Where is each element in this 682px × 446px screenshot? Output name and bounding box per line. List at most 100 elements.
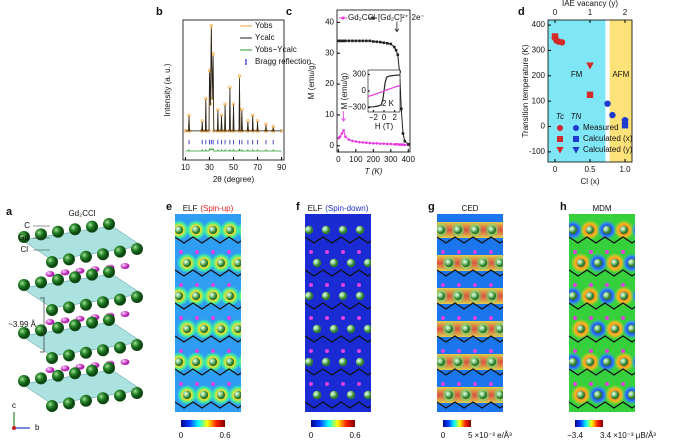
gd-atom <box>619 357 629 367</box>
gd-atom <box>346 390 356 400</box>
cl-atom <box>211 283 215 287</box>
legend-marker <box>573 136 579 142</box>
legend-label: Yobs−Ycalc <box>255 45 297 54</box>
cl-atom <box>211 349 215 353</box>
mt-point <box>403 143 407 147</box>
y-tick-label: -100 <box>529 147 546 156</box>
gd-atom <box>199 258 209 268</box>
gd-atom <box>18 279 30 291</box>
cl-atom <box>243 349 247 353</box>
gd-atom <box>52 369 64 382</box>
gd-atom <box>602 357 612 367</box>
legend-header: Tc <box>556 112 564 121</box>
cl-atom <box>341 250 345 254</box>
panel-label: e <box>166 201 172 213</box>
gd-atom <box>487 291 497 301</box>
gd-atom <box>182 258 192 268</box>
colorbar-max: 0.6 <box>349 431 361 440</box>
gd-atom <box>182 390 192 400</box>
cl-atom <box>489 283 493 287</box>
gd-atom <box>619 291 629 301</box>
cl-atom <box>211 316 215 320</box>
arrow <box>341 111 346 122</box>
gd-atom <box>437 225 446 235</box>
gd-atom <box>63 253 75 266</box>
legend-label: Gd₂CCl <box>348 13 375 22</box>
mt-point <box>347 138 351 141</box>
y-tick-label: −300 <box>348 103 367 112</box>
cl-atom <box>341 283 345 287</box>
legend-marker <box>341 16 345 20</box>
cl-atom <box>637 316 641 320</box>
cl-atom <box>573 382 577 386</box>
cl-atom <box>573 250 577 254</box>
gd-atom <box>69 223 81 236</box>
colorbar-unit: ×10⁻³ e/Å³ <box>474 431 512 440</box>
cl-atom <box>489 316 493 320</box>
cl-atom <box>605 250 609 254</box>
carbon-chain <box>175 302 241 310</box>
y-tick-label: 0 <box>330 141 335 150</box>
gd-atom <box>505 358 513 366</box>
colorbar-max: 3.4 <box>600 431 612 440</box>
gd-atom <box>610 324 620 334</box>
gd-atom <box>225 357 235 367</box>
density-halo <box>237 288 241 304</box>
gd-atom <box>593 324 603 334</box>
gd-atom <box>470 291 480 301</box>
carbon-chain <box>305 236 371 244</box>
legend-marker <box>556 147 564 154</box>
spacing-label: ~3.99 Å <box>8 320 36 329</box>
colorbar-label: 0 <box>441 431 446 440</box>
gd-atom <box>80 346 92 359</box>
cl-atom <box>211 250 215 254</box>
region-label: FM <box>571 70 583 79</box>
cl-atom <box>457 382 461 386</box>
carbon-chain <box>569 269 635 277</box>
cl-atom <box>227 382 231 386</box>
tt-point <box>609 111 616 119</box>
carbon-chain <box>569 302 635 310</box>
x-tick-label: 0 <box>382 113 387 122</box>
gd-atom <box>35 276 47 289</box>
density-halo <box>502 292 503 300</box>
gd-atom <box>18 231 30 243</box>
xrd-point <box>209 24 213 28</box>
mt-point <box>344 39 347 43</box>
gd-atom <box>645 325 653 333</box>
mt-point <box>389 42 393 46</box>
mt-point <box>375 40 379 44</box>
cl-atom <box>373 283 377 287</box>
cl-atom <box>605 316 609 320</box>
y-tick-label: 0 <box>541 122 546 131</box>
density-halo <box>245 253 265 273</box>
mt-point <box>361 39 365 43</box>
colorbar <box>311 420 355 427</box>
gd-atom <box>373 292 381 300</box>
colorbar <box>181 420 225 427</box>
mt-point <box>338 39 342 43</box>
gd-atom <box>251 325 259 333</box>
gd-atom <box>97 248 109 261</box>
x-tick-label: 30 <box>205 163 214 172</box>
x-tick-label: 1 <box>588 8 593 17</box>
gd-atom <box>627 324 635 334</box>
cl-atom <box>473 415 477 419</box>
mt-point <box>368 141 372 145</box>
map-title: ELF (Spin-up) <box>183 204 234 213</box>
map-background <box>437 214 503 412</box>
gd-atom <box>363 258 371 268</box>
panel-label: f <box>296 201 300 213</box>
mt-point <box>342 39 345 43</box>
gd-atom <box>610 390 620 400</box>
x-tick-label: 0 <box>336 155 341 164</box>
density-halo <box>631 222 635 238</box>
cl-atom <box>605 415 609 419</box>
y-axis-label: M (emu/g) <box>307 62 316 99</box>
gd-atom <box>131 339 143 351</box>
cl-atom <box>357 415 361 419</box>
carbon-chain <box>437 335 503 343</box>
cl-atom <box>505 316 509 320</box>
gd-atom <box>46 400 58 412</box>
cl-atom <box>473 250 477 254</box>
